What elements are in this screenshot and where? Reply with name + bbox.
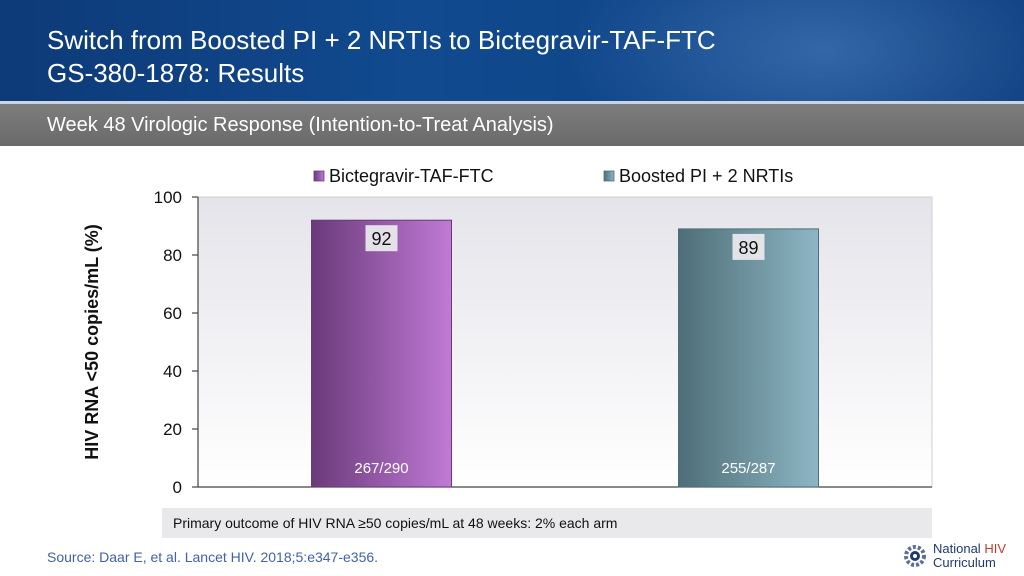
- footnote-box: Primary outcome of HIV RNA ≥50 copies/mL…: [162, 508, 932, 538]
- y-axis-label: HIV RNA <50 copies/mL (%): [82, 224, 102, 460]
- header-divider: [0, 101, 1024, 104]
- title-line-1: Switch from Boosted PI + 2 NRTIs to Bict…: [47, 25, 716, 55]
- y-tick-label: 100: [154, 188, 182, 207]
- slide-header: Switch from Boosted PI + 2 NRTIs to Bict…: [0, 0, 1024, 101]
- source-citation: Source: Daar E, et al. Lancet HIV. 2018;…: [47, 549, 379, 565]
- logo-text: National HIV Curriculum: [933, 542, 1006, 570]
- legend-swatch: [313, 170, 325, 182]
- legend-label: Boosted PI + 2 NRTIs: [619, 166, 793, 186]
- header-glow: [564, 0, 1024, 101]
- count-label: 267/290: [354, 460, 408, 477]
- logo-word-curriculum: Curriculum: [933, 555, 996, 570]
- data-label-box: [732, 233, 765, 260]
- title-line-2: GS-380-1878: Results: [47, 58, 305, 88]
- y-tick-label: 60: [163, 304, 182, 323]
- slide-title: Switch from Boosted PI + 2 NRTIs to Bict…: [47, 24, 716, 90]
- plot-area: [197, 196, 933, 488]
- y-tick-label: 20: [163, 420, 182, 439]
- logo-word-hiv: HIV: [984, 541, 1006, 556]
- bar-chart: 0 20 40 60 80 100 HIV RNA <50 copies/mL (%) 92 2…: [82, 166, 933, 497]
- count-label: 255/287: [721, 460, 775, 477]
- legend-swatch: [603, 170, 615, 182]
- bar: [678, 228, 819, 488]
- logo-word-national: National: [933, 541, 981, 556]
- legend-label: Bictegravir-TAF-FTC: [329, 166, 494, 186]
- bar: [311, 219, 452, 488]
- slide-subtitle: Week 48 Virologic Response (Intention-to…: [47, 114, 554, 136]
- footnote-text: Primary outcome of HIV RNA ≥50 copies/mL…: [173, 515, 618, 531]
- data-label-box: [365, 225, 398, 252]
- y-tick-label: 80: [163, 246, 182, 265]
- subtitle-bar: Week 48 Virologic Response (Intention-to…: [0, 104, 1024, 146]
- data-label: 92: [371, 229, 391, 249]
- y-tick-label: 0: [173, 478, 182, 497]
- gear-logo-icon: [904, 545, 926, 567]
- y-tick-label: 40: [163, 362, 182, 381]
- national-hiv-curriculum-logo: National HIV Curriculum: [902, 541, 1020, 573]
- data-label: 89: [738, 238, 758, 258]
